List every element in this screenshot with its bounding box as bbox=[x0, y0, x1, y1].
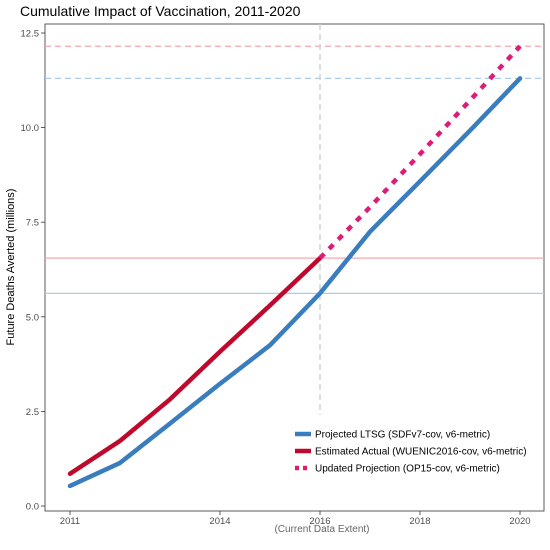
y-axis: 0.0 2.5 5.0 7.5 10.0 12.5 bbox=[21, 29, 45, 513]
legend: Projected LTSG (SDFv7-cov, v6-metric) Est… bbox=[295, 430, 527, 475]
legend-label-1: Estimated Actual (WUENIC2016-cov, v6-met… bbox=[315, 447, 527, 458]
y-tick-label: 7.5 bbox=[26, 218, 39, 229]
y-axis-title: Future Deaths Averted (millions) bbox=[5, 189, 17, 346]
reference-lines bbox=[45, 24, 544, 415]
x-axis: 2011 2014 2016 2018 2020 bbox=[60, 511, 531, 527]
y-tick-label: 10.0 bbox=[21, 123, 40, 134]
y-tick-label: 2.5 bbox=[26, 407, 39, 418]
y-tick-label: 12.5 bbox=[21, 29, 40, 40]
series-line-1 bbox=[67, 255, 323, 477]
x-tick-label: 2020 bbox=[509, 516, 530, 527]
series-line-2 bbox=[318, 44, 522, 260]
series-line-0 bbox=[67, 76, 523, 489]
chart-title: Cumulative Impact of Vaccination, 2011-2… bbox=[20, 3, 301, 19]
plot-area bbox=[44, 23, 545, 512]
x-tick-label: 2011 bbox=[60, 516, 80, 527]
legend-label-2: Updated Projection (OP15-cov, v6-metric) bbox=[315, 464, 500, 475]
series-lines bbox=[67, 44, 523, 489]
x-tick-label: 2016 bbox=[309, 516, 330, 527]
x-tick-label: 2014 bbox=[209, 516, 230, 527]
plot-border bbox=[44, 23, 545, 512]
y-tick-label: 0.0 bbox=[26, 502, 39, 513]
current-data-extent-note: (Current Data Extent) bbox=[274, 524, 369, 535]
y-tick-label: 5.0 bbox=[26, 312, 39, 323]
legend-label-0: Projected LTSG (SDFv7-cov, v6-metric) bbox=[315, 430, 490, 441]
x-tick-label: 2018 bbox=[409, 516, 430, 527]
